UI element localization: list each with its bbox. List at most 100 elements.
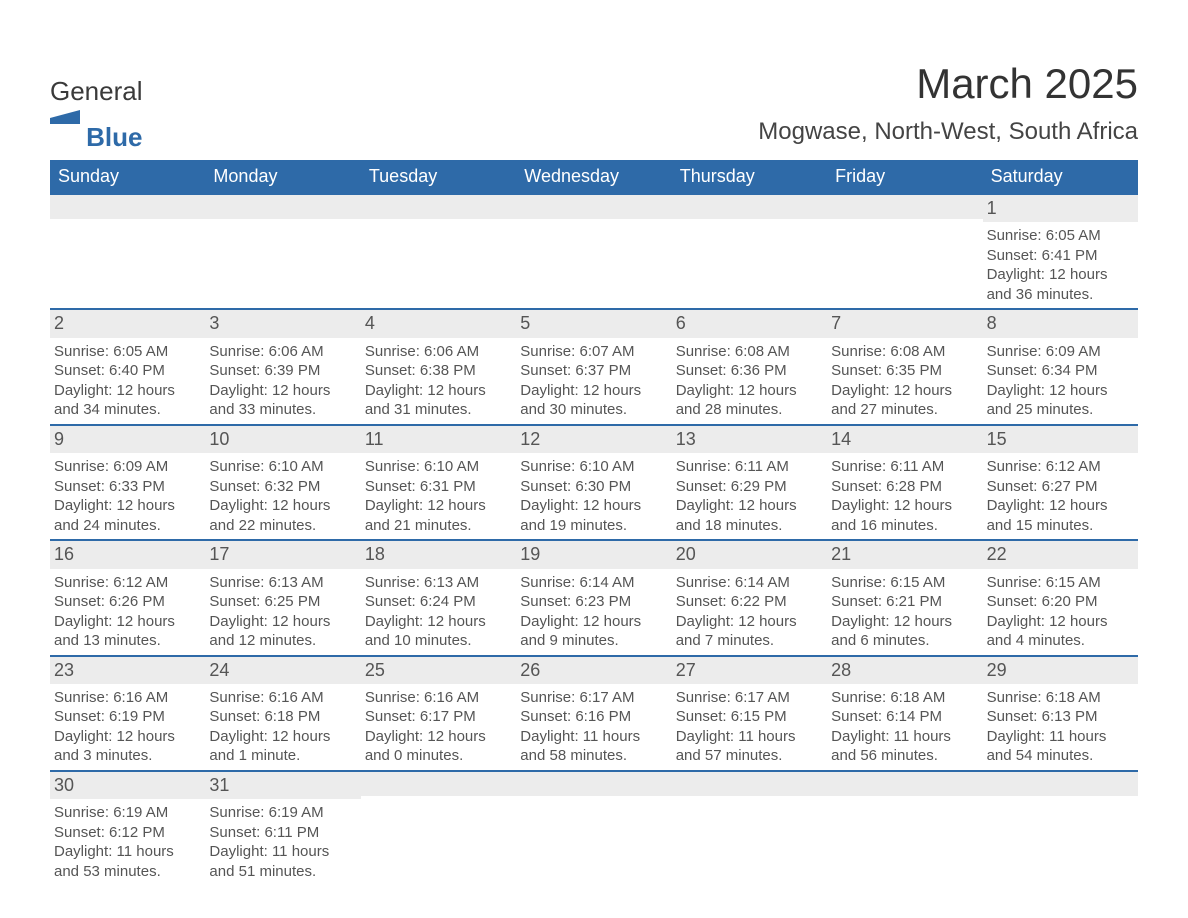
sunset-text: Sunset: 6:20 PM (987, 592, 1132, 612)
daylight-text-1: Daylight: 11 hours (520, 727, 665, 747)
sunset-text: Sunset: 6:19 PM (54, 707, 199, 727)
daylight-text-1: Daylight: 12 hours (209, 496, 354, 516)
day-body: Sunrise: 6:13 AMSunset: 6:25 PMDaylight:… (209, 571, 354, 651)
sunset-text: Sunset: 6:38 PM (365, 361, 510, 381)
day-number (205, 195, 360, 219)
daylight-text-1: Daylight: 12 hours (365, 381, 510, 401)
sunset-text: Sunset: 6:16 PM (520, 707, 665, 727)
sunrise-text: Sunrise: 6:13 AM (365, 573, 510, 593)
day-cell: 28Sunrise: 6:18 AMSunset: 6:14 PMDayligh… (827, 657, 982, 770)
day-number: 17 (205, 541, 360, 568)
daylight-text-1: Daylight: 12 hours (987, 265, 1132, 285)
daylight-text-2: and 6 minutes. (831, 631, 976, 651)
day-cell (516, 195, 671, 308)
sunrise-text: Sunrise: 6:14 AM (520, 573, 665, 593)
day-cell (516, 772, 671, 885)
day-number: 28 (827, 657, 982, 684)
daylight-text-2: and 4 minutes. (987, 631, 1132, 651)
day-number: 6 (672, 310, 827, 337)
day-body: Sunrise: 6:15 AMSunset: 6:21 PMDaylight:… (831, 571, 976, 651)
daylight-text-2: and 34 minutes. (54, 400, 199, 420)
sunset-text: Sunset: 6:13 PM (987, 707, 1132, 727)
day-number: 27 (672, 657, 827, 684)
day-cell: 31Sunrise: 6:19 AMSunset: 6:11 PMDayligh… (205, 772, 360, 885)
day-number: 29 (983, 657, 1138, 684)
sunset-text: Sunset: 6:29 PM (676, 477, 821, 497)
day-cell (827, 195, 982, 308)
daylight-text-1: Daylight: 12 hours (676, 381, 821, 401)
sunrise-text: Sunrise: 6:10 AM (365, 457, 510, 477)
sunset-text: Sunset: 6:27 PM (987, 477, 1132, 497)
daylight-text-2: and 7 minutes. (676, 631, 821, 651)
day-number (672, 195, 827, 219)
day-body: Sunrise: 6:17 AMSunset: 6:16 PMDaylight:… (520, 686, 665, 766)
daylight-text-1: Daylight: 12 hours (54, 612, 199, 632)
daylight-text-2: and 9 minutes. (520, 631, 665, 651)
sunset-text: Sunset: 6:35 PM (831, 361, 976, 381)
day-cell: 17 Sunrise: 6:13 AMSunset: 6:25 PMDayligh… (205, 541, 360, 654)
day-cell: 29Sunrise: 6:18 AMSunset: 6:13 PMDayligh… (983, 657, 1138, 770)
location: Mogwase, North-West, South Africa (758, 118, 1138, 146)
sunset-text: Sunset: 6:25 PM (209, 592, 354, 612)
sunset-text: Sunset: 6:24 PM (365, 592, 510, 612)
sunset-text: Sunset: 6:15 PM (676, 707, 821, 727)
sunset-text: Sunset: 6:17 PM (365, 707, 510, 727)
sunrise-text: Sunrise: 6:18 AM (987, 688, 1132, 708)
sunset-text: Sunset: 6:30 PM (520, 477, 665, 497)
day-body: Sunrise: 6:11 AMSunset: 6:28 PMDaylight:… (831, 455, 976, 535)
daylight-text-2: and 27 minutes. (831, 400, 976, 420)
dow-monday: Monday (205, 160, 360, 193)
day-number (827, 772, 982, 796)
sunset-text: Sunset: 6:41 PM (987, 246, 1132, 266)
day-number (516, 772, 671, 796)
day-body: Sunrise: 6:12 AMSunset: 6:27 PMDaylight:… (987, 455, 1132, 535)
sunset-text: Sunset: 6:12 PM (54, 823, 199, 843)
day-number: 3 (205, 310, 360, 337)
daylight-text-2: and 25 minutes. (987, 400, 1132, 420)
sunrise-text: Sunrise: 6:10 AM (209, 457, 354, 477)
day-cell: 25Sunrise: 6:16 AMSunset: 6:17 PMDayligh… (361, 657, 516, 770)
day-cell: 1Sunrise: 6:05 AMSunset: 6:41 PMDaylight… (983, 195, 1138, 308)
sunrise-text: Sunrise: 6:10 AM (520, 457, 665, 477)
daylight-text-2: and 58 minutes. (520, 746, 665, 766)
logo-word1: General (50, 76, 143, 106)
day-body: Sunrise: 6:10 AMSunset: 6:30 PMDaylight:… (520, 455, 665, 535)
day-number (983, 772, 1138, 796)
sunset-text: Sunset: 6:11 PM (209, 823, 354, 843)
day-number (827, 195, 982, 219)
daylight-text-1: Daylight: 12 hours (365, 612, 510, 632)
daylight-text-2: and 13 minutes. (54, 631, 199, 651)
day-number: 31 (205, 772, 360, 799)
day-body: Sunrise: 6:07 AMSunset: 6:37 PMDaylight:… (520, 340, 665, 420)
daylight-text-2: and 31 minutes. (365, 400, 510, 420)
sunset-text: Sunset: 6:23 PM (520, 592, 665, 612)
day-body: Sunrise: 6:19 AMSunset: 6:12 PMDaylight:… (54, 801, 199, 881)
sunrise-text: Sunrise: 6:15 AM (987, 573, 1132, 593)
day-body: Sunrise: 6:11 AMSunset: 6:29 PMDaylight:… (676, 455, 821, 535)
day-cell: 12Sunrise: 6:10 AMSunset: 6:30 PMDayligh… (516, 426, 671, 539)
week-row: 1Sunrise: 6:05 AMSunset: 6:41 PMDaylight… (50, 193, 1138, 308)
daylight-text-1: Daylight: 12 hours (987, 612, 1132, 632)
logo-text: General Blue (50, 78, 143, 150)
day-body: Sunrise: 6:08 AMSunset: 6:36 PMDaylight:… (676, 340, 821, 420)
day-number: 26 (516, 657, 671, 684)
day-cell: 23Sunrise: 6:16 AMSunset: 6:19 PMDayligh… (50, 657, 205, 770)
sunrise-text: Sunrise: 6:16 AM (209, 688, 354, 708)
sunrise-text: Sunrise: 6:16 AM (365, 688, 510, 708)
day-body: Sunrise: 6:08 AMSunset: 6:35 PMDaylight:… (831, 340, 976, 420)
sunrise-text: Sunrise: 6:12 AM (987, 457, 1132, 477)
daylight-text-2: and 33 minutes. (209, 400, 354, 420)
day-number: 14 (827, 426, 982, 453)
daylight-text-1: Daylight: 12 hours (520, 612, 665, 632)
day-cell: 14Sunrise: 6:11 AMSunset: 6:28 PMDayligh… (827, 426, 982, 539)
daylight-text-2: and 57 minutes. (676, 746, 821, 766)
day-number: 9 (50, 426, 205, 453)
daylight-text-1: Daylight: 12 hours (209, 612, 354, 632)
day-cell (205, 195, 360, 308)
sunrise-text: Sunrise: 6:17 AM (676, 688, 821, 708)
day-cell: 11Sunrise: 6:10 AMSunset: 6:31 PMDayligh… (361, 426, 516, 539)
sunrise-text: Sunrise: 6:08 AM (676, 342, 821, 362)
sunrise-text: Sunrise: 6:05 AM (54, 342, 199, 362)
day-body: Sunrise: 6:09 AMSunset: 6:34 PMDaylight:… (987, 340, 1132, 420)
logo: General Blue (50, 78, 143, 150)
